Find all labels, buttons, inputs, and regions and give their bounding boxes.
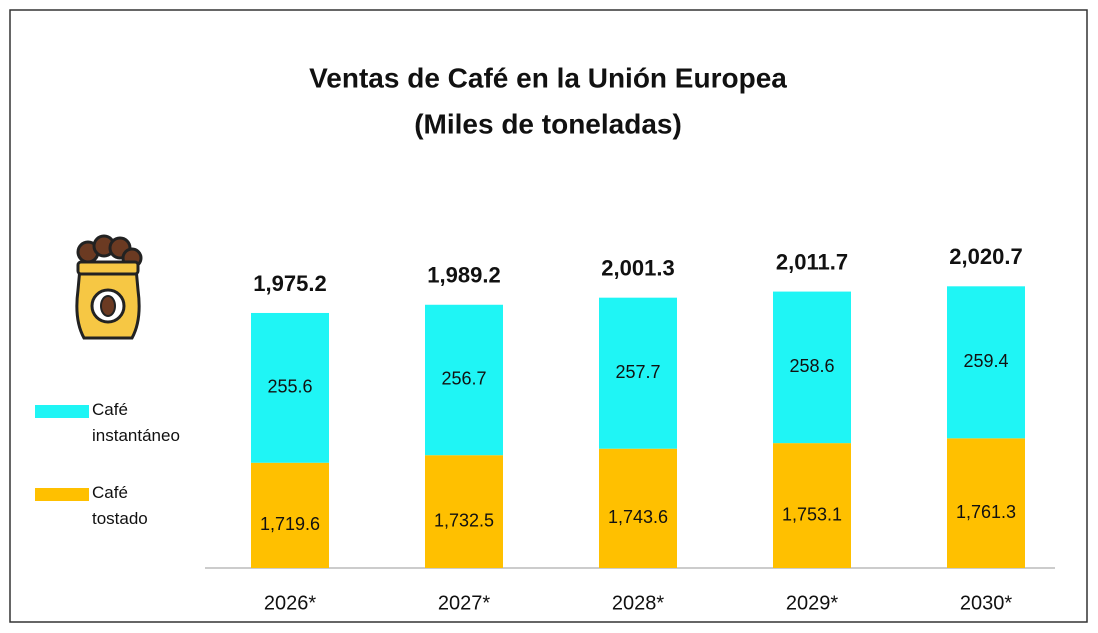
x-tick-label: 2027*	[438, 592, 490, 614]
chart-subtitle: (Miles de toneladas)	[414, 108, 682, 139]
bar-segment	[599, 448, 677, 568]
data-label: 259.4	[963, 351, 1008, 371]
total-label: 1,989.2	[427, 263, 500, 288]
bar-segment	[599, 297, 677, 449]
frame	[9, 9, 1088, 623]
data-label: 1,753.1	[782, 504, 842, 524]
data-label: 1,761.3	[956, 502, 1016, 522]
data-label: 257.7	[615, 362, 660, 382]
bar-segment	[773, 443, 851, 568]
legend-swatch	[35, 405, 89, 418]
data-label: 1,732.5	[434, 510, 494, 530]
bar-segment	[251, 462, 329, 568]
x-tick-label: 2026*	[264, 592, 316, 614]
bar-segment	[251, 312, 329, 463]
coffee-bag-icon	[75, 234, 143, 340]
x-tick-label: 2028*	[612, 592, 664, 614]
bar-segment	[947, 438, 1025, 568]
bar-segment	[425, 304, 503, 456]
x-tick-label: 2029*	[786, 592, 838, 614]
bar-segment	[425, 455, 503, 568]
chart-title: Ventas de Café en la Unión Europea	[309, 62, 787, 93]
data-label: 258.6	[789, 356, 834, 376]
data-label: 1,743.6	[608, 507, 668, 527]
legend-label: Café instantáneo	[92, 400, 180, 445]
legend-swatch	[35, 488, 89, 501]
total-label: 1,975.2	[253, 271, 326, 296]
legend-entry: Café tostado	[92, 483, 148, 528]
data-label: 1,719.6	[260, 514, 320, 534]
legend-entry: Café instantáneo	[92, 400, 180, 445]
data-label: 255.6	[267, 377, 312, 397]
legend-label: Café tostado	[92, 483, 148, 528]
bar-segment	[773, 291, 851, 444]
x-tick-label: 2030*	[960, 592, 1012, 614]
bar-segment	[947, 286, 1025, 439]
total-label: 2,011.7	[776, 249, 848, 274]
total-label: 2,020.7	[949, 244, 1022, 269]
total-label: 2,001.3	[601, 255, 674, 280]
data-label: 256.7	[441, 369, 486, 389]
